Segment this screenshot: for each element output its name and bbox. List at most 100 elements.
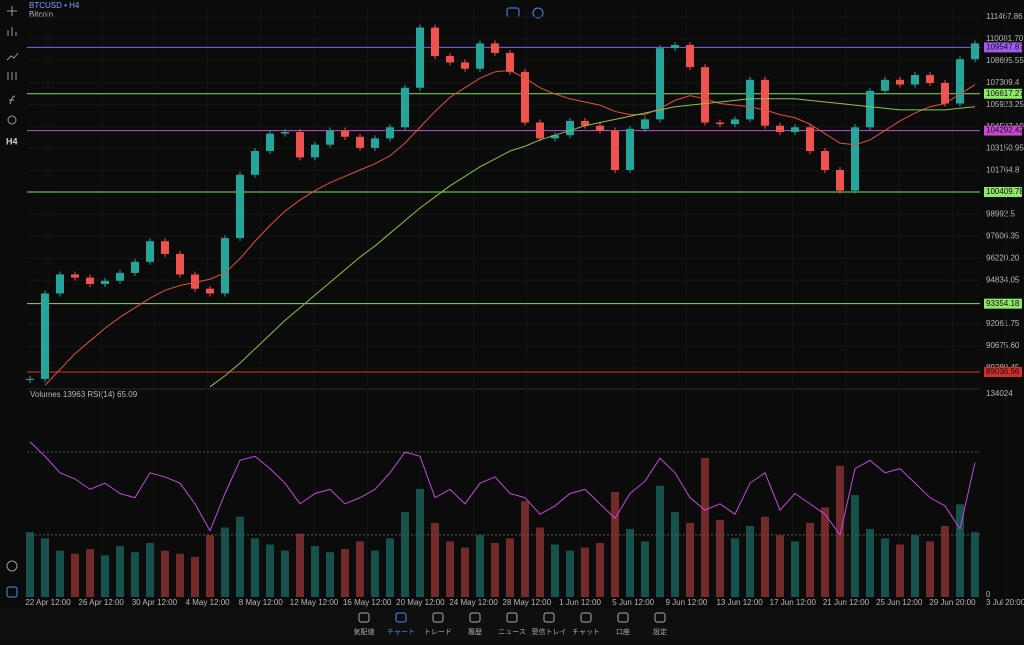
volume-bar (776, 535, 784, 597)
nav-icon[interactable] (395, 612, 407, 623)
settings-icon[interactable] (7, 72, 17, 80)
volume-bar (506, 538, 514, 597)
date-label: 9 Jun 12:00 (665, 598, 707, 607)
candle (386, 127, 394, 139)
ma200-line (209, 98, 976, 388)
level-tag (984, 367, 1022, 378)
candle (26, 378, 34, 380)
candle (731, 119, 739, 125)
volume-bar (821, 507, 829, 597)
date-label: 3 Jul 20:00 (986, 598, 1024, 607)
candle (956, 59, 964, 104)
volume-bar (521, 501, 529, 597)
candle (971, 43, 979, 60)
date-label: 1 Jun 12:00 (559, 598, 601, 607)
candle (656, 48, 664, 120)
date-label: 30 Apr 12:00 (132, 598, 178, 607)
candle (716, 122, 724, 125)
volume-bar (611, 491, 619, 597)
level-label: 89036.56 (986, 367, 1020, 376)
volume-bar (791, 541, 799, 597)
nav-tab[interactable]: チャット (572, 628, 600, 636)
nav-tab[interactable]: 受信トレイ (532, 627, 567, 636)
volume-bar (371, 550, 379, 597)
candle (371, 138, 379, 148)
candle (401, 87, 409, 128)
candle (71, 274, 79, 278)
nav-icon[interactable] (580, 612, 592, 623)
candle (86, 277, 94, 284)
nav-tab[interactable]: 口座 (616, 627, 630, 636)
candle (161, 241, 169, 254)
volume-bar (296, 533, 304, 597)
volume-bar (26, 532, 34, 597)
volume-bar (971, 532, 979, 597)
candle (641, 119, 649, 129)
candle (866, 90, 874, 128)
volume-bar (176, 553, 184, 597)
volume-bar (116, 546, 124, 597)
candle (146, 241, 154, 262)
nav-tab[interactable]: ニュース (498, 628, 526, 636)
nav-icon[interactable] (469, 612, 481, 623)
app-icon[interactable] (6, 586, 18, 598)
volume-bar (41, 538, 49, 597)
candle (131, 261, 139, 273)
candle (221, 238, 229, 294)
rsi-line (29, 441, 976, 537)
volume-bar (881, 538, 889, 597)
nav-icon[interactable] (654, 612, 666, 623)
volume-bar (131, 552, 139, 597)
nav-icon[interactable] (432, 612, 444, 623)
nav-tab[interactable]: 気配値 (354, 627, 375, 636)
nav-tab[interactable]: チャート (387, 628, 415, 636)
function-icon[interactable] (9, 95, 16, 105)
volume-bar (401, 512, 409, 597)
volume-bar (341, 549, 349, 597)
candle (56, 274, 64, 294)
nav-icon[interactable] (358, 612, 370, 623)
volume-bar (686, 522, 694, 597)
level-tag (984, 125, 1022, 136)
date-label: 29 Jun 20:00 (929, 598, 976, 607)
objects-icon[interactable] (7, 115, 17, 125)
volume-bar (56, 550, 64, 597)
volume-bar (101, 555, 109, 597)
volume-bar (626, 529, 634, 597)
nav-icon[interactable] (543, 612, 555, 623)
price-label: 96220.20 (986, 253, 1020, 262)
volume-bar (281, 550, 289, 597)
nav-tab[interactable]: 履歴 (468, 628, 482, 636)
volume-bar (806, 522, 814, 597)
volume-bar (641, 541, 649, 597)
history-button[interactable] (532, 7, 544, 19)
candle (311, 144, 319, 158)
indicators-icon[interactable] (6, 52, 19, 61)
price-label: 111467.86 (986, 12, 1023, 21)
volume-bar (221, 527, 229, 597)
volume-bar (251, 538, 259, 597)
level-label: 106617.27 (986, 89, 1024, 98)
candle (326, 130, 334, 145)
candles-icon[interactable] (7, 27, 17, 36)
sidebar-icons (6, 6, 19, 598)
crosshair-icon[interactable] (7, 6, 17, 16)
volume-bar (431, 522, 439, 597)
volume-bar (491, 542, 499, 597)
date-label: 20 May 12:00 (396, 598, 445, 607)
nav-tab[interactable]: 設定 (653, 627, 667, 636)
volume-bar (851, 495, 859, 597)
clock-icon[interactable] (6, 560, 18, 572)
date-label: 21 Jun 12:00 (823, 598, 870, 607)
volume-bar (761, 516, 769, 597)
nav-tab[interactable]: トレード (424, 629, 452, 636)
candle (911, 75, 919, 85)
nav-icon[interactable] (506, 612, 518, 623)
candle (206, 288, 214, 294)
nav-icon[interactable] (617, 612, 629, 623)
timeframe[interactable]: H4 (6, 136, 18, 146)
candle (701, 67, 709, 123)
candle (341, 130, 349, 137)
candle (296, 132, 304, 158)
